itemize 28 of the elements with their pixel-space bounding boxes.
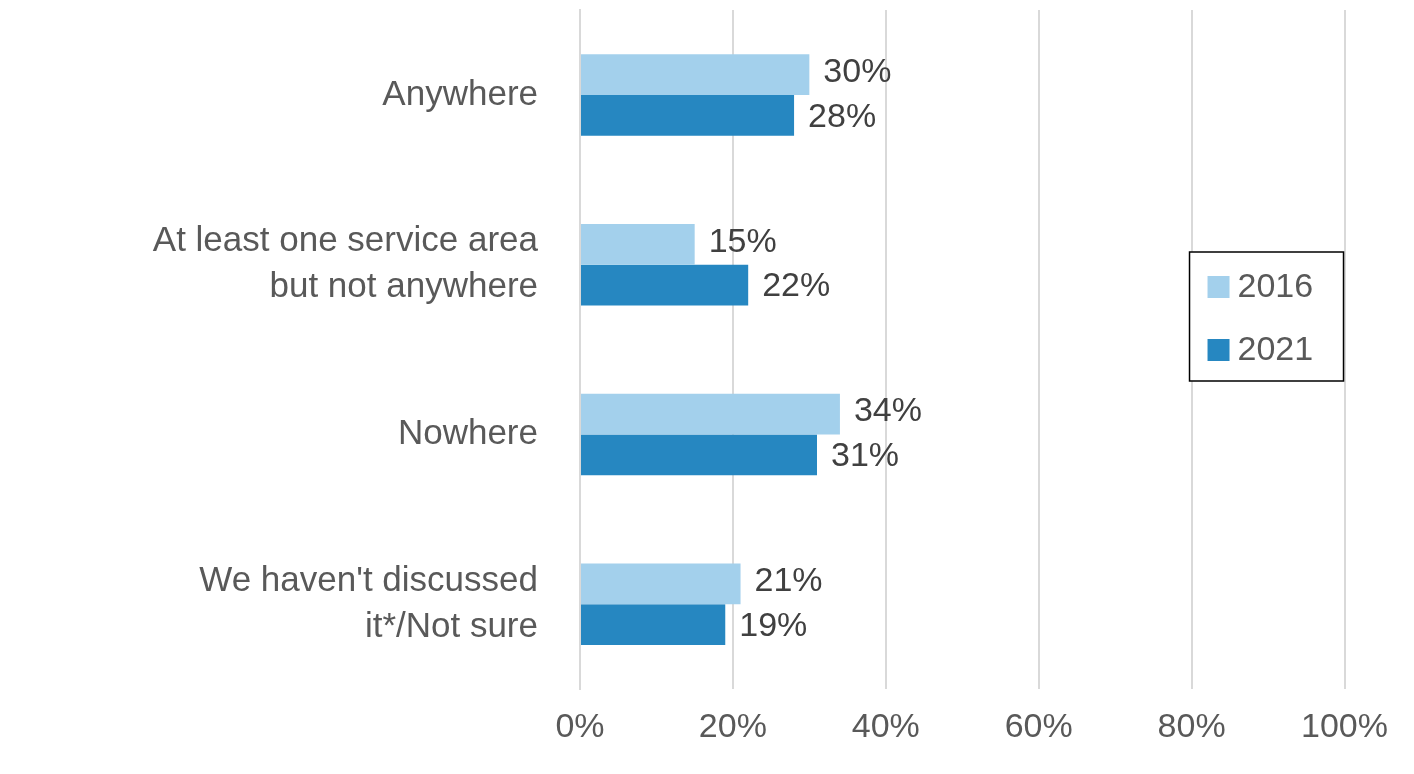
y-tick-label: Anywhere — [382, 72, 538, 112]
bar — [581, 393, 840, 435]
data-label: 34% — [853, 390, 922, 429]
x-tick-label: 20% — [698, 705, 767, 744]
data-label: 30% — [823, 50, 892, 89]
y-tick-label: At least one service area but not anywhere — [152, 219, 539, 305]
data-label: 28% — [808, 95, 877, 134]
y-tick-label: Nowhere — [397, 412, 538, 452]
bar — [581, 223, 695, 265]
legend-label: 2016 — [1237, 266, 1314, 305]
x-tick-label: 0% — [555, 705, 605, 744]
x-tick-label: 40% — [851, 705, 920, 744]
y-tick-label: We haven't discussed it*/Not sure — [199, 558, 538, 644]
data-label: 19% — [739, 605, 808, 644]
data-label: 15% — [708, 220, 777, 259]
x-tick-label: 60% — [1004, 705, 1073, 744]
bar — [581, 94, 795, 136]
data-label: 21% — [754, 560, 823, 599]
bar — [581, 563, 741, 605]
data-label: 31% — [831, 435, 900, 474]
data-label: 22% — [762, 265, 831, 304]
legend-label: 2021 — [1237, 329, 1314, 368]
x-tick-label: 100% — [1301, 705, 1388, 744]
bar — [581, 604, 726, 646]
bar — [581, 264, 749, 306]
bar — [581, 54, 810, 95]
bar — [581, 434, 817, 476]
x-tick-label: 80% — [1157, 705, 1226, 744]
